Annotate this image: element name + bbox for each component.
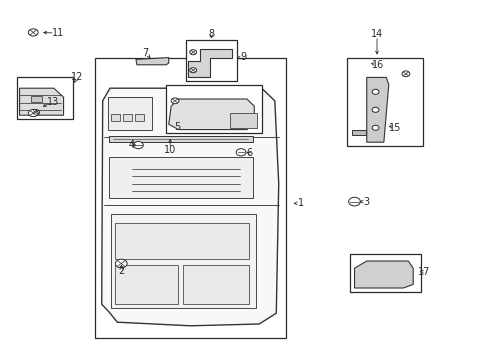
- Polygon shape: [136, 58, 168, 65]
- Circle shape: [189, 68, 196, 73]
- Bar: [166, 85, 261, 133]
- Bar: [111, 214, 255, 308]
- Bar: [183, 265, 249, 304]
- Text: 11: 11: [51, 28, 64, 38]
- Circle shape: [133, 141, 143, 149]
- Polygon shape: [20, 88, 63, 115]
- Text: 12: 12: [71, 72, 83, 82]
- Polygon shape: [168, 99, 254, 130]
- Polygon shape: [188, 49, 232, 77]
- Bar: [95, 58, 285, 338]
- Text: 4: 4: [129, 140, 135, 150]
- Text: 16: 16: [371, 60, 384, 70]
- Bar: [346, 58, 422, 146]
- Circle shape: [32, 109, 40, 115]
- Bar: [108, 157, 252, 198]
- Circle shape: [371, 107, 378, 112]
- Circle shape: [348, 197, 360, 206]
- Bar: [107, 97, 151, 130]
- Circle shape: [189, 50, 196, 55]
- Text: 2: 2: [118, 266, 124, 276]
- Bar: [349, 254, 420, 292]
- Circle shape: [171, 98, 179, 104]
- Circle shape: [236, 149, 245, 156]
- Polygon shape: [229, 113, 256, 128]
- Text: 5: 5: [174, 122, 180, 132]
- Bar: [115, 265, 178, 304]
- Text: 15: 15: [388, 123, 401, 133]
- Bar: [17, 77, 73, 119]
- Bar: [123, 114, 132, 121]
- Polygon shape: [354, 261, 412, 288]
- Text: 14: 14: [370, 29, 383, 39]
- Text: 3: 3: [363, 197, 369, 207]
- Text: 7: 7: [142, 48, 148, 58]
- Circle shape: [28, 109, 38, 117]
- Text: 13: 13: [46, 96, 59, 107]
- Text: 6: 6: [246, 148, 252, 158]
- Circle shape: [371, 125, 378, 130]
- Polygon shape: [366, 77, 388, 142]
- Circle shape: [28, 29, 38, 36]
- Circle shape: [115, 259, 127, 268]
- Bar: [135, 114, 144, 121]
- Polygon shape: [351, 130, 365, 135]
- Circle shape: [371, 89, 378, 94]
- Polygon shape: [102, 88, 278, 326]
- Text: 9: 9: [240, 52, 246, 62]
- Polygon shape: [108, 136, 252, 142]
- Text: 10: 10: [163, 145, 176, 156]
- Bar: [31, 96, 41, 102]
- Text: 17: 17: [417, 267, 430, 277]
- Text: 8: 8: [208, 29, 214, 39]
- Text: 1: 1: [297, 198, 303, 208]
- Bar: [115, 223, 249, 259]
- Bar: [111, 114, 120, 121]
- Bar: [185, 40, 237, 81]
- Circle shape: [401, 71, 409, 77]
